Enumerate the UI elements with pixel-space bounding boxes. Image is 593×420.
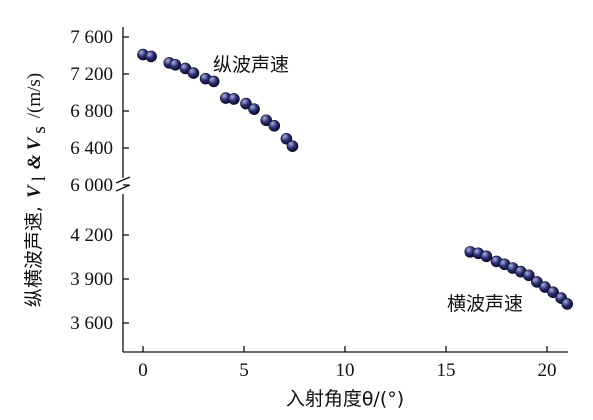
data-point-series0-15 <box>286 140 299 152</box>
y-tick-label-lower-2: 3 600 <box>70 313 113 334</box>
data-point-series1-10 <box>547 286 559 299</box>
data-point-series0-11 <box>248 103 260 115</box>
y-axis-label-v2: V <box>24 136 45 150</box>
data-point-series0-3 <box>169 58 182 71</box>
points-layer <box>137 48 574 310</box>
y-axis-label-unit: /(m/s) <box>24 73 45 118</box>
data-point-series1-12 <box>561 298 574 310</box>
y-axis-label-amp: & <box>24 154 45 169</box>
y-axis-label: 纵横波声速, V l & V s /(m/s) <box>23 73 50 307</box>
data-point-series0-1 <box>145 50 157 63</box>
x-tick-label-2: 10 <box>336 360 355 381</box>
data-point-series0-13 <box>268 120 281 132</box>
y-axis-label-prefix: 纵横波声速, <box>23 206 45 307</box>
data-point-series0-9 <box>228 93 240 105</box>
series-label-longitudinal: 纵波声速 <box>213 54 289 76</box>
y-tick-label-upper-0: 7 600 <box>70 27 113 48</box>
data-point-series0-5 <box>187 67 200 79</box>
y-tick-label-upper-3: 6 400 <box>70 138 113 159</box>
y-tick-label-upper-1: 7 200 <box>70 64 113 85</box>
data-point-series1-7 <box>523 269 535 282</box>
y-tick-label-upper-4: 6 000 <box>70 175 113 196</box>
x-tick-label-0: 0 <box>138 360 148 381</box>
series-label-shear: 横波声速 <box>447 293 523 315</box>
ticks-layer: 7 600 7 200 6 800 6 400 6 000 4 200 3 900 3 600… <box>70 27 556 381</box>
data-point-series0-10 <box>240 97 252 110</box>
y-tick-label-lower-0: 4 200 <box>70 225 113 246</box>
y-tick-label-upper-2: 6 800 <box>70 101 113 122</box>
y-axis-label-v1-sub: l <box>29 176 50 181</box>
y-axis-label-v1: V <box>24 184 45 198</box>
x-tick-label-3: 15 <box>437 360 456 381</box>
data-point-series0-7 <box>207 75 220 88</box>
svg-text:纵横波声速, V l &: 纵横波声速, V l & V s /(m/s) <box>23 73 50 307</box>
y-axis-label-v2-sub: s <box>29 126 50 133</box>
y-tick-label-lower-1: 3 900 <box>70 269 113 290</box>
x-axis-label: 入射角度θ/(°) <box>286 388 404 410</box>
x-tick-label-1: 5 <box>239 360 249 381</box>
data-point-series1-2 <box>480 250 493 263</box>
x-tick-label-4: 20 <box>538 360 557 381</box>
axis-break-mark <box>115 176 131 192</box>
data-point-series0-12 <box>260 114 273 127</box>
